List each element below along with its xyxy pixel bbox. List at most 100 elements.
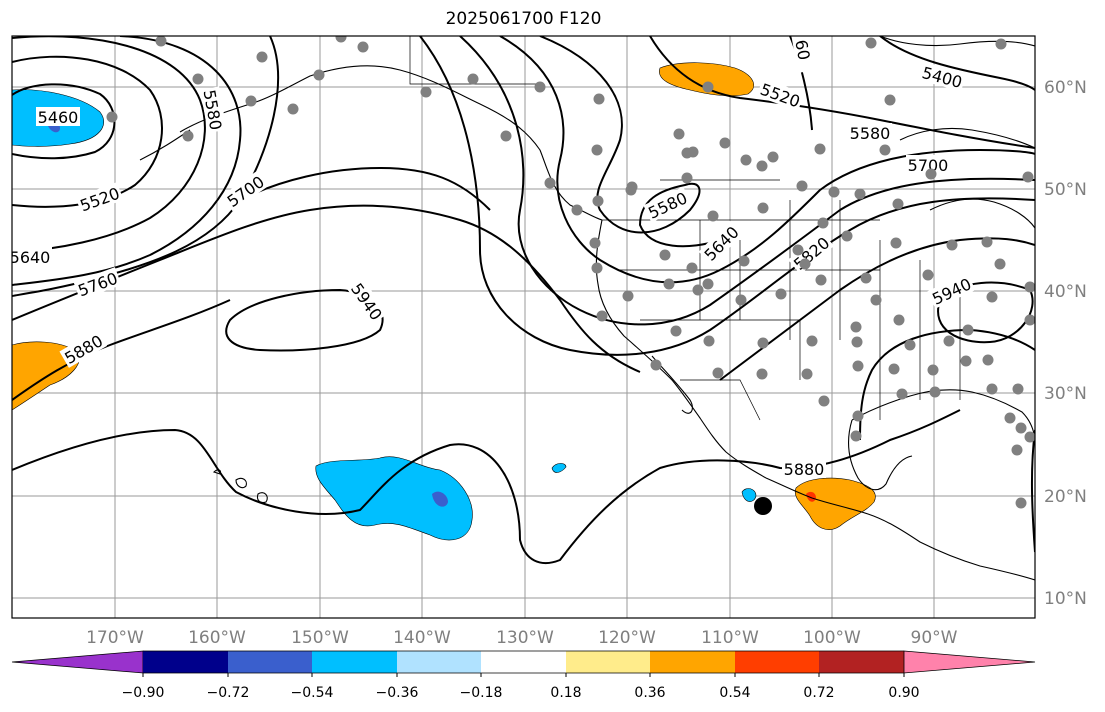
anomaly-region-pos bbox=[659, 62, 754, 97]
station-dot bbox=[960, 355, 972, 367]
colorbar-segment bbox=[312, 651, 397, 673]
lon-label: 140°W bbox=[393, 628, 451, 648]
station-dot bbox=[686, 262, 698, 274]
station-dot bbox=[879, 144, 891, 156]
station-dot bbox=[925, 168, 937, 180]
station-dot bbox=[1012, 383, 1024, 395]
station-dot bbox=[1015, 422, 1027, 434]
station-dot bbox=[1022, 171, 1034, 183]
longitude-labels: 170°W 160°W 150°W 140°W 130°W 120°W 110°W 100°W… bbox=[86, 628, 958, 648]
station-dot bbox=[854, 188, 866, 200]
contour-label: 60 bbox=[791, 38, 813, 61]
lat-label: 50°N bbox=[1044, 180, 1087, 200]
colorbar-tick-label: −0.72 bbox=[207, 685, 250, 701]
station-dot bbox=[896, 388, 908, 400]
station-dot bbox=[815, 274, 827, 286]
station-dot bbox=[663, 278, 675, 290]
station-dot bbox=[592, 195, 604, 207]
anomaly-region-neg bbox=[551, 463, 567, 473]
station-dot bbox=[1024, 431, 1035, 443]
station-dot bbox=[500, 130, 512, 142]
colorbar-tick-label: 0.36 bbox=[634, 685, 665, 701]
lon-label: 110°W bbox=[701, 628, 759, 648]
station-dot bbox=[828, 186, 840, 198]
station-dot bbox=[757, 202, 769, 214]
station-dot bbox=[904, 339, 916, 351]
contour-label: 5640 bbox=[10, 248, 51, 267]
contour-label: 5460 bbox=[38, 108, 79, 127]
station-dot bbox=[712, 367, 724, 379]
colorbar-tick-label: −0.36 bbox=[376, 685, 419, 701]
station-dot bbox=[596, 310, 608, 322]
colorbar-segment bbox=[566, 651, 650, 673]
station-dot bbox=[650, 359, 662, 371]
lon-label: 150°W bbox=[291, 628, 349, 648]
station-dot bbox=[593, 93, 605, 105]
contour-label-bg bbox=[59, 329, 108, 368]
station-dot bbox=[738, 255, 750, 267]
station-dot bbox=[544, 177, 556, 189]
contour-label-bg bbox=[643, 186, 692, 223]
contour-label-bg bbox=[782, 459, 826, 478]
station-dot bbox=[692, 284, 704, 296]
colorbar-segment bbox=[481, 651, 566, 673]
station-dot bbox=[841, 230, 853, 242]
station-dot bbox=[256, 51, 268, 63]
contour-label-bg bbox=[36, 107, 80, 126]
station-dot bbox=[756, 368, 768, 380]
contour-label-bg bbox=[221, 170, 269, 212]
station-dot bbox=[735, 294, 747, 306]
coastlines bbox=[139, 36, 1035, 581]
station-dot bbox=[814, 143, 826, 155]
station-dot bbox=[799, 258, 811, 270]
contour-label-bg bbox=[698, 220, 744, 266]
station-dot bbox=[155, 36, 167, 47]
anomaly-region-neg-core bbox=[432, 491, 448, 507]
station-dot bbox=[420, 86, 432, 98]
contour-label-bg bbox=[73, 267, 122, 301]
contour-label-bg bbox=[906, 155, 950, 174]
station-dot bbox=[740, 154, 752, 166]
contour-label-bg bbox=[790, 36, 817, 74]
map-frame bbox=[11, 35, 1036, 619]
colorbar-tick-label: −0.18 bbox=[460, 685, 503, 701]
colorbar-tick-label: −0.90 bbox=[122, 685, 165, 701]
station-dot bbox=[591, 144, 603, 156]
colorbar-segment bbox=[397, 651, 481, 673]
station-dot bbox=[851, 336, 863, 348]
station-dot bbox=[986, 383, 998, 395]
lon-label: 90°W bbox=[911, 628, 958, 648]
station-dot bbox=[801, 368, 813, 380]
lon-label: 120°W bbox=[598, 628, 656, 648]
station-dot bbox=[888, 363, 900, 375]
station-dot bbox=[806, 335, 818, 347]
station-dot bbox=[702, 278, 714, 290]
station-dot bbox=[335, 36, 347, 43]
contour-label-bg bbox=[848, 123, 892, 142]
contour-label: 5700 bbox=[908, 156, 949, 175]
station-markers bbox=[106, 36, 1035, 509]
station-dot bbox=[591, 262, 603, 274]
lat-label: 60°N bbox=[1044, 78, 1087, 98]
station-dot bbox=[467, 73, 479, 85]
anomaly-region-neg bbox=[741, 488, 757, 502]
station-dot bbox=[850, 430, 862, 442]
colorbar-tick-label: 0.90 bbox=[888, 685, 919, 701]
colorbar-tick-label: −0.54 bbox=[291, 685, 334, 701]
anomaly-region-pos bbox=[794, 477, 876, 530]
anomaly-region-neg bbox=[315, 456, 473, 541]
anomaly-region-pos bbox=[12, 341, 80, 411]
station-dot bbox=[703, 335, 715, 347]
colorbar-tick-label: 0.18 bbox=[550, 685, 581, 701]
station-dot bbox=[946, 239, 958, 251]
station-dot bbox=[865, 37, 877, 49]
lon-label: 130°W bbox=[496, 628, 554, 648]
height-contours bbox=[12, 36, 1035, 565]
station-dot bbox=[681, 172, 693, 184]
contour-label-bg bbox=[12, 247, 52, 266]
colorbar bbox=[11, 650, 1036, 674]
station-dot bbox=[673, 128, 685, 140]
station-dot bbox=[702, 81, 714, 93]
station-dot bbox=[995, 38, 1007, 50]
